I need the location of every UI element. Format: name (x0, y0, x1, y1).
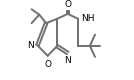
Text: N: N (27, 41, 34, 50)
Text: N: N (64, 56, 71, 65)
Text: O: O (64, 0, 71, 9)
Text: O: O (44, 60, 51, 69)
Text: NH: NH (81, 14, 95, 23)
